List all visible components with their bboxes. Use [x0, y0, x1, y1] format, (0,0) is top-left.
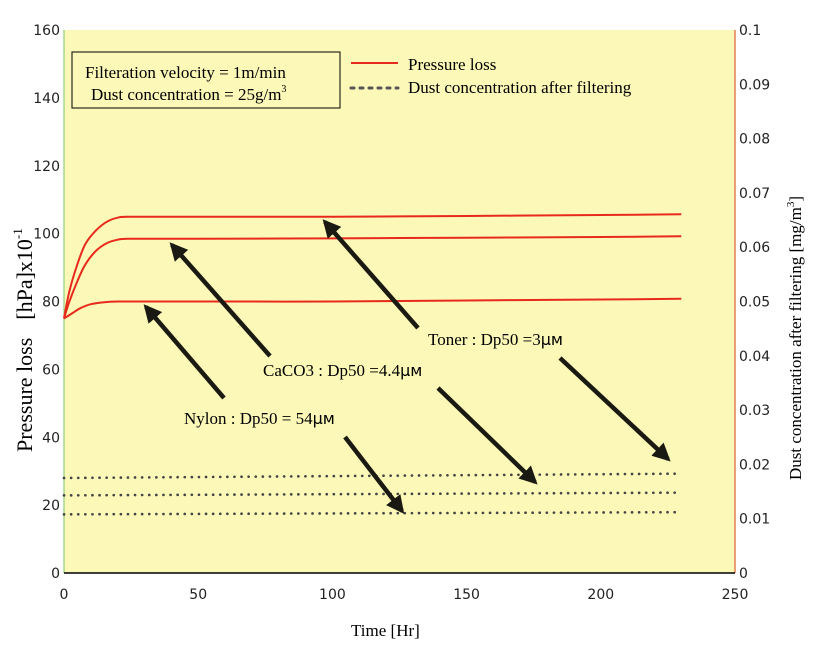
conditions-velocity: Filteration velocity = 1m/min — [85, 63, 286, 82]
y-right-tick-label: 0.08 — [739, 132, 770, 148]
annotation-arrow-up-1 — [322, 219, 420, 330]
y-right-tick-labels: 0 0.01 0.02 0.03 0.04 0.05 0.06 0.07 0.08 0.09 0.1 — [739, 23, 770, 582]
series-layer — [62, 213, 683, 516]
annotation-caco3: CaCO3 : Dp50 =4.4μм — [263, 361, 422, 380]
y-right-tick-label: 0.07 — [739, 186, 770, 202]
y-left-tick-label: 20 — [42, 498, 60, 514]
y-right-tick-label: 0.01 — [739, 512, 770, 528]
annotation-toner: Toner : Dp50 =3μм — [428, 330, 563, 349]
annotation-arrow-down-1 — [558, 356, 671, 462]
pressure-loss-line-3 — [63, 297, 682, 320]
x-tick-label: 150 — [453, 587, 480, 603]
y-left-tick-label: 80 — [42, 295, 60, 311]
y-right-tick-label: 0.06 — [739, 240, 770, 256]
legend-dust-label: Dust concentration after filtering — [408, 78, 632, 97]
y-right-tick-label: 0.03 — [739, 403, 770, 419]
x-tick-label: 100 — [319, 587, 346, 603]
x-axis-title: Time [Hr] — [351, 621, 420, 640]
y-right-tick-label: 0.02 — [739, 457, 770, 473]
annotation-arrow-up-3 — [143, 304, 226, 400]
annotation-arrow-down-2 — [436, 386, 538, 485]
x-tick-labels: 0 50 100 150 200 250 — [60, 587, 749, 603]
y-left-tick-label: 160 — [33, 23, 60, 39]
annotation-arrows — [143, 219, 671, 514]
y-left-tick-label: 0 — [51, 566, 60, 582]
y-right-tick-label: 0.05 — [739, 295, 770, 311]
y-right-tick-label: 0.1 — [739, 23, 761, 39]
y-left-tick-label: 100 — [33, 227, 60, 243]
y-left-tick-label: 40 — [42, 430, 60, 446]
y-left-tick-labels: 0 20 40 60 80 100 120 140 160 — [33, 23, 60, 582]
legend-pressure-label: Pressure loss — [408, 55, 496, 74]
y-left-tick-label: 120 — [33, 159, 60, 175]
conditions-dust: Dust concentration = 25g/m3 — [91, 84, 286, 104]
annotation-arrow-down-3 — [343, 435, 405, 514]
annotation-arrow-up-2 — [169, 242, 272, 358]
x-tick-label: 50 — [189, 587, 207, 603]
x-tick-label: 250 — [722, 587, 749, 603]
y-right-axis-title: Dust concentration after filtering [mg/m… — [785, 196, 805, 480]
y-left-axis-title: Pressure loss[hPa]x10-1 — [10, 228, 37, 452]
x-tick-label: 0 — [60, 587, 69, 603]
pressure-loss-line-2 — [63, 235, 682, 319]
annotation-nylon: Nylon : Dp50 = 54μм — [184, 409, 335, 428]
y-left-tick-label: 140 — [33, 91, 60, 107]
x-tick-label: 200 — [587, 587, 614, 603]
y-right-tick-label: 0 — [739, 566, 748, 582]
y-left-tick-label: 60 — [42, 362, 60, 378]
pressure-loss-line-1 — [63, 213, 682, 319]
y-right-tick-label: 0.09 — [739, 77, 770, 93]
y-right-tick-label: 0.04 — [739, 349, 770, 365]
conditions-box — [71, 51, 341, 109]
